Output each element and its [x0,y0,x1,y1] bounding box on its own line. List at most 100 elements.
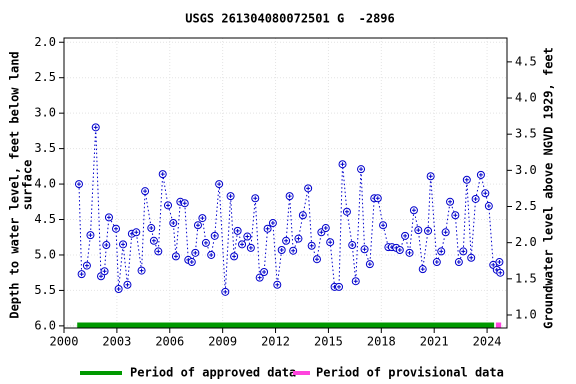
point-group [454,258,463,267]
point-group [365,260,374,269]
point-cross [309,243,314,248]
point-group [251,194,260,203]
point-cross [257,275,262,280]
y2-tick-label: 3.0 [515,163,537,177]
point-cross [235,228,240,233]
point-cross [102,269,107,274]
point-group [91,123,100,132]
point-group [226,192,235,201]
point-cross [306,186,311,191]
point-group [158,170,167,179]
point-cross [200,216,205,221]
point-group [102,241,111,250]
point-cross [397,248,402,253]
point-cross [453,213,458,218]
point-cross [375,196,380,201]
point-group [132,228,141,237]
point-cross [79,272,84,277]
point-cross [116,287,121,292]
point-cross [149,226,154,231]
point-cross [106,215,111,220]
point-group [164,201,173,210]
point-cross [443,230,448,235]
point-cross [195,223,200,228]
point-cross [434,260,439,265]
point-cross [439,249,444,254]
point-cross [93,125,98,130]
point-cross [99,274,104,279]
point-group [321,224,330,233]
point-cross [240,242,245,247]
point-group [298,211,307,220]
point-cross [291,248,296,253]
point-group [338,160,347,169]
point-group [243,232,252,241]
point-group [268,219,277,228]
point-cross [114,226,119,231]
point-cross [323,226,328,231]
y2-tick-label: 4.0 [515,91,537,105]
point-group [312,255,321,264]
point-cross [486,204,491,209]
point-cross [314,257,319,262]
point-group [401,231,410,240]
point-cross [125,282,130,287]
y-tick-label: 3.5 [34,141,56,155]
point-group [255,273,264,282]
point-cross [491,262,496,267]
point-cross [203,240,208,245]
point-cross [156,249,161,254]
point-cross [262,269,267,274]
point-cross [223,289,228,294]
x-tick-label: 2024 [473,335,502,349]
point-group [414,226,423,235]
point-cross [134,230,139,235]
point-group [207,250,216,259]
point-group [77,270,86,279]
point-group [169,219,178,228]
point-group [462,175,471,184]
y2-axis-title: Groundwater level above NGVD 1929, feet [542,47,556,329]
x-tick-label: 2006 [155,335,184,349]
point-cross [469,255,474,260]
x-tick-label: 2015 [314,335,343,349]
point-group [238,240,247,249]
point-cross [193,250,198,255]
y-tick-label: 3.0 [34,106,56,120]
point-cross [151,238,156,243]
point-cross [173,254,178,259]
y2-tick-label: 2.5 [515,199,537,213]
point-group [187,258,196,267]
point-group [201,238,210,247]
point-cross [209,252,214,257]
point-group [210,231,219,240]
point-group [74,180,83,189]
point-group [149,236,158,245]
point-group [307,241,316,250]
point-group [471,194,480,203]
point-cross [416,228,421,233]
y-tick-label: 4.5 [34,212,56,226]
x-tick-label: 2012 [261,335,290,349]
point-group [441,228,450,237]
point-group [147,224,156,233]
point-group [495,258,504,267]
point-cross [407,250,412,255]
point-group [395,246,404,255]
point-cross [296,236,301,241]
point-cross [362,247,367,252]
x-tick-label: 2021 [420,335,449,349]
point-group [373,194,382,203]
point-group [273,280,282,289]
point-cross [344,209,349,214]
point-cross [160,172,165,177]
point-group [215,180,224,189]
point-cross [279,248,284,253]
point-cross [350,243,355,248]
y-tick-label: 2.0 [34,35,56,49]
y2-tick-label: 2.0 [515,235,537,249]
point-group [437,247,446,256]
point-cross [189,260,194,265]
point-group [141,187,150,196]
